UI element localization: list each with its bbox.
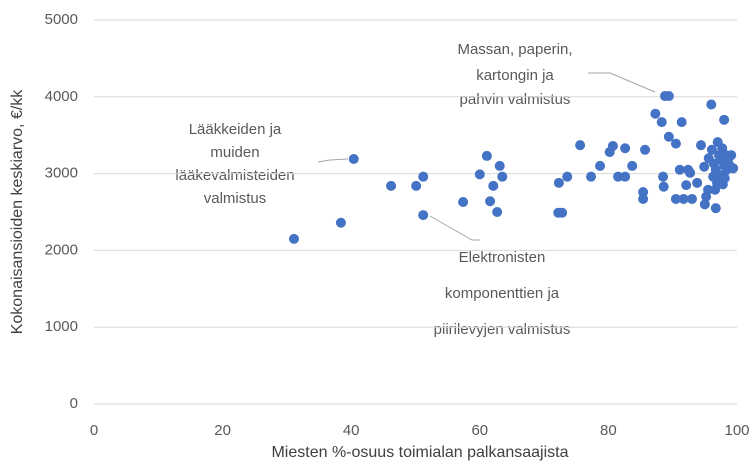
point xyxy=(458,197,469,208)
point xyxy=(703,184,714,195)
point xyxy=(474,169,485,180)
point xyxy=(658,171,669,182)
point xyxy=(586,171,597,182)
point xyxy=(386,180,397,191)
annotation-text: pahvin valmistus xyxy=(460,91,571,108)
annotation-text: Elektronisten xyxy=(459,249,546,266)
x-tick-label: 0 xyxy=(90,422,98,439)
point xyxy=(497,171,508,182)
leader-line xyxy=(588,72,656,93)
point xyxy=(706,99,717,110)
point xyxy=(663,91,674,102)
point xyxy=(627,160,638,171)
leader-line xyxy=(317,158,349,163)
point xyxy=(728,163,739,174)
y-tick-label: 5000 xyxy=(45,11,78,28)
annotation-massa: Massan, paperin, kartongin ja pahvin val… xyxy=(457,41,656,108)
point xyxy=(719,173,730,184)
point xyxy=(681,180,692,191)
point xyxy=(678,193,689,204)
point xyxy=(656,117,667,128)
point xyxy=(553,177,564,188)
point xyxy=(638,193,649,204)
y-tick-label: 0 xyxy=(70,395,78,412)
point xyxy=(685,167,696,178)
point xyxy=(488,180,499,191)
point xyxy=(706,144,717,155)
x-tick-label: 100 xyxy=(724,422,749,439)
point xyxy=(411,180,422,191)
annotation-text: Massan, paperin, xyxy=(457,41,572,58)
x-tick-label: 80 xyxy=(600,422,617,439)
point xyxy=(670,138,681,149)
point xyxy=(676,117,687,128)
annotation-laake: Lääkkeiden ja muiden lääkevalmisteiden v… xyxy=(175,121,349,207)
x-tick-label: 20 xyxy=(214,422,231,439)
x-tick-label: 60 xyxy=(471,422,488,439)
point xyxy=(663,131,674,142)
point xyxy=(485,196,496,207)
point xyxy=(620,171,631,182)
point xyxy=(726,150,737,161)
point xyxy=(692,177,703,188)
y-tick-label: 2000 xyxy=(45,241,78,258)
y-tick-label: 3000 xyxy=(45,165,78,182)
annotation-text: piirilevyjen valmistus xyxy=(434,321,571,338)
point xyxy=(620,143,631,154)
annotation-text: muiden xyxy=(210,144,259,161)
annotation-text: valmistus xyxy=(204,190,267,207)
point xyxy=(418,171,429,182)
point xyxy=(658,181,669,192)
point xyxy=(695,140,706,151)
point xyxy=(595,160,606,171)
point xyxy=(638,187,649,198)
point xyxy=(418,210,429,221)
point xyxy=(575,140,586,151)
y-axis-title: Kokonaisansioiden keskiarvo, €/kk xyxy=(9,89,26,335)
annotation-text: lääkevalmisteiden xyxy=(175,167,294,184)
point xyxy=(557,207,568,218)
point xyxy=(670,193,681,204)
point xyxy=(494,160,505,171)
point xyxy=(650,108,661,119)
point xyxy=(699,161,710,172)
point xyxy=(492,207,503,217)
point xyxy=(607,140,618,151)
annotation-elektroniikka: Elektronisten komponenttien ja piirilevy… xyxy=(429,215,571,338)
point xyxy=(674,164,685,175)
x-axis-title: Miesten %-osuus toimialan palkansaajista xyxy=(271,444,568,461)
point xyxy=(699,199,710,210)
point xyxy=(710,203,721,214)
y-tick-label: 4000 xyxy=(45,88,78,105)
y-tick-label: 1000 xyxy=(45,318,78,335)
annotation-text: Lääkkeiden ja xyxy=(189,121,282,138)
point xyxy=(288,233,299,244)
point xyxy=(481,150,492,161)
leader-line xyxy=(429,215,480,241)
point xyxy=(640,144,651,155)
point xyxy=(719,114,730,125)
annotation-text: komponenttien ja xyxy=(445,285,560,302)
point xyxy=(562,171,573,182)
point xyxy=(613,171,624,182)
x-tick-label: 40 xyxy=(343,422,360,439)
point xyxy=(335,217,346,228)
point xyxy=(348,154,359,165)
annotation-text: kartongin ja xyxy=(476,67,554,84)
point xyxy=(686,193,697,204)
